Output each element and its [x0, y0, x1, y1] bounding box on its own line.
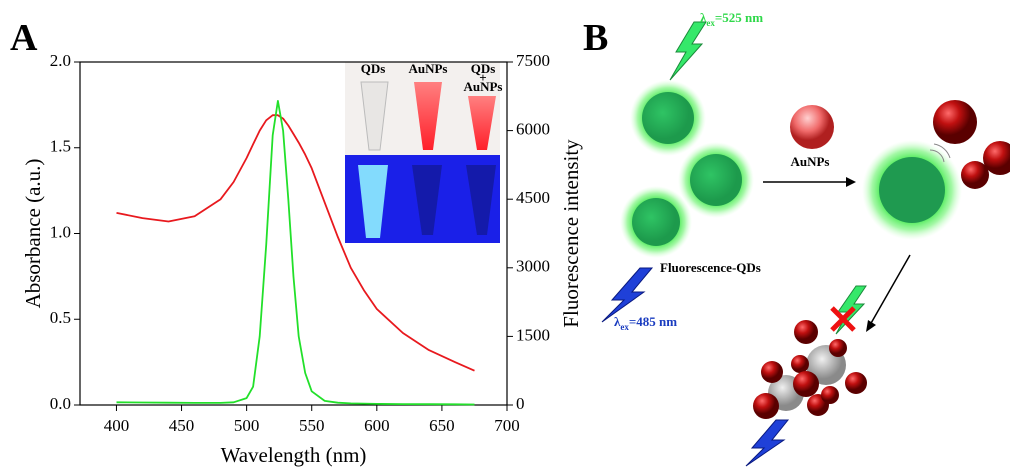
y2-tick-label: 7500: [516, 51, 550, 70]
panel-label: B: [583, 17, 608, 59]
y2-tick-label: 4500: [516, 188, 550, 207]
y-tick-label: 0.5: [50, 308, 71, 327]
y-tick-label: 1.0: [50, 222, 71, 241]
y2-tick-label: 1500: [516, 325, 550, 344]
excitation-label: λex=485 nm: [614, 314, 677, 332]
y-axis-label: Absorbance (a.u.): [21, 159, 45, 309]
y-tick-label: 2.0: [50, 51, 71, 70]
inset-label: +: [479, 70, 486, 85]
diagram: λex=525 nm Fluorescence-QDs λex=485 nm A…: [601, 10, 1010, 467]
x-tick-label: 600: [364, 416, 390, 435]
excitation-label: λex=525 nm: [700, 10, 763, 28]
inset-label: AuNPs: [463, 79, 502, 94]
aunp-label: AuNPs: [790, 154, 829, 169]
data-line: [116, 100, 475, 406]
x-tick-label: 400: [104, 416, 130, 435]
x-tick-label: 500: [234, 416, 260, 435]
inset-label: QDs: [361, 61, 386, 76]
y2-axis-label: Fluorescence intensity: [559, 139, 583, 328]
x-tick-label: 550: [299, 416, 325, 435]
qd-label: Fluorescence-QDs: [660, 260, 761, 275]
lightning: [669, 21, 707, 81]
inset-photo: QDs AuNPs QDs + AuNPs: [345, 61, 503, 243]
lightning: [601, 267, 654, 323]
inset-label: AuNPs: [408, 61, 447, 76]
y-tick-label: 1.5: [50, 137, 71, 156]
x-tick-label: 700: [494, 416, 520, 435]
y2-tick-label: 6000: [516, 120, 550, 139]
y2-tick-label: 0: [516, 394, 525, 413]
y-tick-label: 0.0: [50, 394, 71, 413]
x-axis-label: Wavelength (nm): [221, 443, 367, 467]
data-line: [116, 114, 475, 372]
x-tick-label: 650: [429, 416, 455, 435]
y2-tick-label: 3000: [516, 257, 550, 276]
panel-label: A: [10, 17, 38, 59]
inset-label: QDs: [471, 61, 496, 76]
x-tick-label: 450: [169, 416, 195, 435]
